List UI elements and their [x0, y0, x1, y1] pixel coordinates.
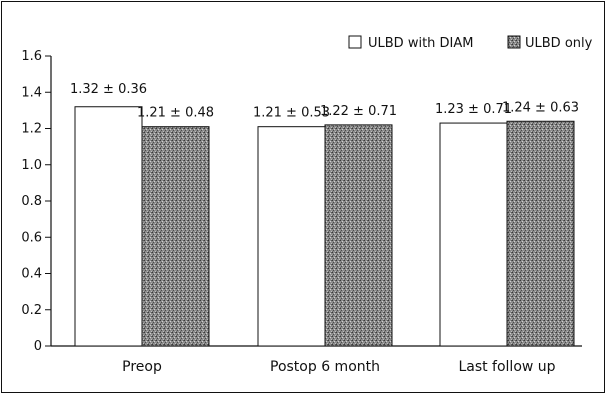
bar-ulbd-only-1: [324, 124, 393, 347]
bar-ulbd-only-0: [141, 126, 210, 347]
data-label: 1.23 ± 0.71: [435, 102, 512, 117]
y-tick-label: 0.4: [21, 267, 42, 282]
legend-label-ulbd-only: ULBD only: [525, 36, 593, 51]
data-label: 1.21 ± 0.48: [137, 106, 214, 121]
category-labels: Preop Postop 6 month Last follow up: [122, 359, 556, 375]
y-tick-label: 0.2: [21, 303, 42, 318]
legend-swatch-ulbd-with-diam: [348, 35, 362, 49]
y-tick-label: 0: [34, 339, 42, 354]
data-labels: 1.32 ± 0.36 1.21 ± 0.48 1.21 ± 0.531.22 ± …: [70, 82, 579, 121]
legend-swatch-ulbd-only: [507, 35, 521, 49]
data-label: 1.21 ± 0.53: [253, 106, 330, 121]
x-category-label: Postop 6 month: [270, 359, 380, 375]
legend: ULBD with DIAM ULBD only: [348, 35, 593, 51]
bars: [74, 106, 575, 347]
data-label: 1.22 ± 0.71: [320, 104, 397, 119]
y-tick-label: 1.0: [21, 158, 42, 173]
y-tick-label: 1.2: [21, 122, 42, 137]
data-label: 1.24 ± 0.63: [502, 100, 579, 115]
bar-ulbd-with-diam-1: [257, 126, 326, 347]
y-tick-label: 1.4: [21, 85, 42, 100]
data-label: 1.32 ± 0.36: [70, 82, 147, 97]
bar-ulbd-only-2: [506, 120, 575, 347]
y-tick-label: 1.6: [21, 49, 42, 64]
bar-ulbd-with-diam-0: [74, 106, 143, 347]
y-tick-label: 0.8: [21, 194, 42, 209]
x-category-label: Preop: [122, 359, 162, 375]
legend-label-ulbd-with-diam: ULBD with DIAM: [368, 36, 474, 51]
bar-ulbd-with-diam-2: [439, 122, 508, 347]
x-category-label: Last follow up: [458, 359, 555, 375]
y-tick-label: 0.6: [21, 230, 42, 245]
y-axis-ticks: 0 0.2 0.4 0.6 0.8 1.0 1.2 1.4 1.6: [21, 49, 51, 354]
